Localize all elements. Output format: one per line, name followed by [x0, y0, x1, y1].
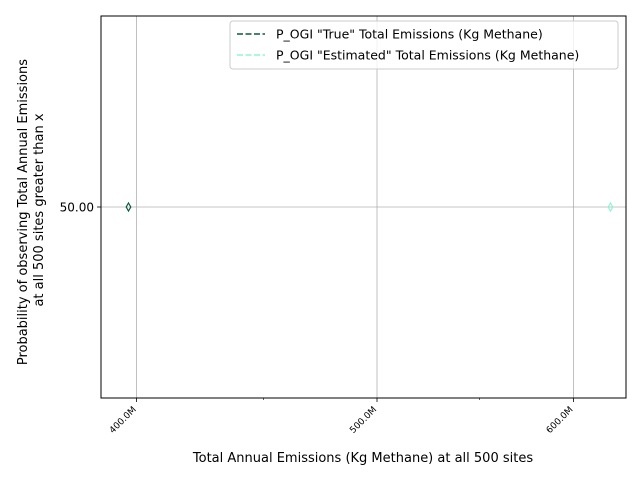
x-axis-ticks: 400.0M 500.0M 600.0M [108, 398, 576, 436]
x-tick-label: 400.0M [108, 405, 139, 436]
y-axis-ticks: 50.00 [60, 201, 101, 215]
data-point-marker [125, 201, 132, 213]
y-axis-label-line-2: at all 500 sites greater than x [32, 113, 47, 306]
series-layer [125, 201, 614, 213]
legend[interactable]: P_OGI "True" Total Emissions (Kg Methane… [229, 20, 619, 70]
x-tick-label: 600.0M [545, 405, 576, 436]
legend-entry-label: P_OGI "True" Total Emissions (Kg Methane… [276, 27, 543, 42]
y-axis-label: Probability of observing Total Annual Em… [16, 55, 47, 365]
grid [101, 16, 626, 398]
legend-box [229, 20, 619, 70]
legend-entry-label: P_OGI "Estimated" Total Emissions (Kg Me… [276, 48, 579, 63]
series-2 [607, 201, 614, 213]
x-tick-label: 500.0M [348, 405, 379, 436]
series-1 [125, 201, 132, 213]
data-point-marker [607, 201, 614, 213]
y-tick-label: 50.00 [60, 201, 94, 215]
y-axis-label-line-1: Probability of observing Total Annual Em… [16, 59, 31, 365]
x-axis-label: Total Annual Emissions (Kg Methane) at a… [192, 451, 533, 466]
